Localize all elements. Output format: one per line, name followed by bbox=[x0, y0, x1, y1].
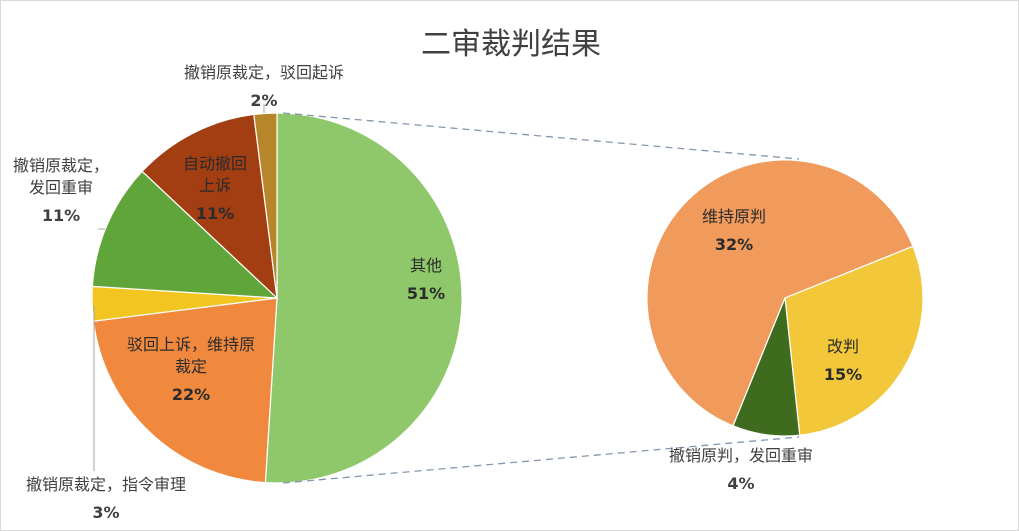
slice-label-text: 裁定 bbox=[175, 357, 207, 376]
main-pie-slice bbox=[92, 297, 278, 484]
connector-lines bbox=[282, 112, 800, 484]
data-label-sec-1: 改判 15% bbox=[824, 337, 862, 384]
slice-percent-label: 4% bbox=[727, 474, 754, 493]
slice-percent-label: 15% bbox=[824, 365, 862, 384]
data-label-sec-2: 撤销原判，发回重审 4% bbox=[669, 446, 813, 493]
slice-label-text: 改判 bbox=[827, 337, 859, 356]
connector-line-top bbox=[282, 112, 800, 160]
slice-percent-label: 32% bbox=[715, 235, 753, 254]
main-pie-slice bbox=[253, 112, 278, 299]
chart-title: 二审裁判结果 bbox=[421, 27, 601, 62]
slice-percent-label: 22% bbox=[172, 385, 210, 404]
slice-percent-label: 11% bbox=[196, 204, 234, 223]
slice-percent-label: 2% bbox=[250, 91, 277, 110]
secondary-pie-slice bbox=[732, 297, 801, 437]
leader-lines bbox=[93, 104, 265, 471]
data-label-main-3: 撤销原裁定， 发回重审 11% bbox=[13, 156, 109, 225]
main-pie-slice bbox=[91, 170, 279, 299]
secondary-pie-slice bbox=[784, 245, 924, 436]
slice-label-text: 维持原判 bbox=[702, 207, 766, 226]
data-label-sec-0: 维持原判 32% bbox=[702, 207, 766, 254]
secondary-pie-slice bbox=[646, 159, 914, 427]
slice-label-text: 自动撤回 bbox=[183, 154, 247, 173]
data-label-main-0: 其他 51% bbox=[407, 256, 445, 303]
data-label-main-5: 撤销原裁定，驳回起诉 2% bbox=[184, 63, 344, 110]
slice-label-text: 驳回上诉，维持原 bbox=[127, 335, 255, 354]
slice-label-text: 撤销原裁定，指令审理 bbox=[26, 475, 186, 494]
slice-label-text: 发回重审 bbox=[29, 178, 93, 197]
main-pie-slice bbox=[141, 113, 278, 300]
slice-percent-label: 11% bbox=[42, 206, 80, 225]
connector-line-bottom bbox=[282, 436, 800, 484]
secondary-pie bbox=[646, 159, 924, 437]
slice-label-text: 其他 bbox=[410, 256, 442, 275]
data-label-main-2: 撤销原裁定，指令审理 3% bbox=[26, 475, 186, 522]
main-pie bbox=[91, 112, 463, 484]
slice-percent-label: 51% bbox=[407, 284, 445, 303]
slice-label-text: 撤销原判，发回重审 bbox=[669, 446, 813, 465]
slice-percent-label: 3% bbox=[92, 503, 119, 522]
main-pie-slice bbox=[264, 112, 463, 484]
slice-label-text: 撤销原裁定，驳回起诉 bbox=[184, 63, 344, 82]
slice-label-text: 上诉 bbox=[199, 176, 231, 195]
slice-label-text: 撤销原裁定， bbox=[13, 156, 109, 175]
